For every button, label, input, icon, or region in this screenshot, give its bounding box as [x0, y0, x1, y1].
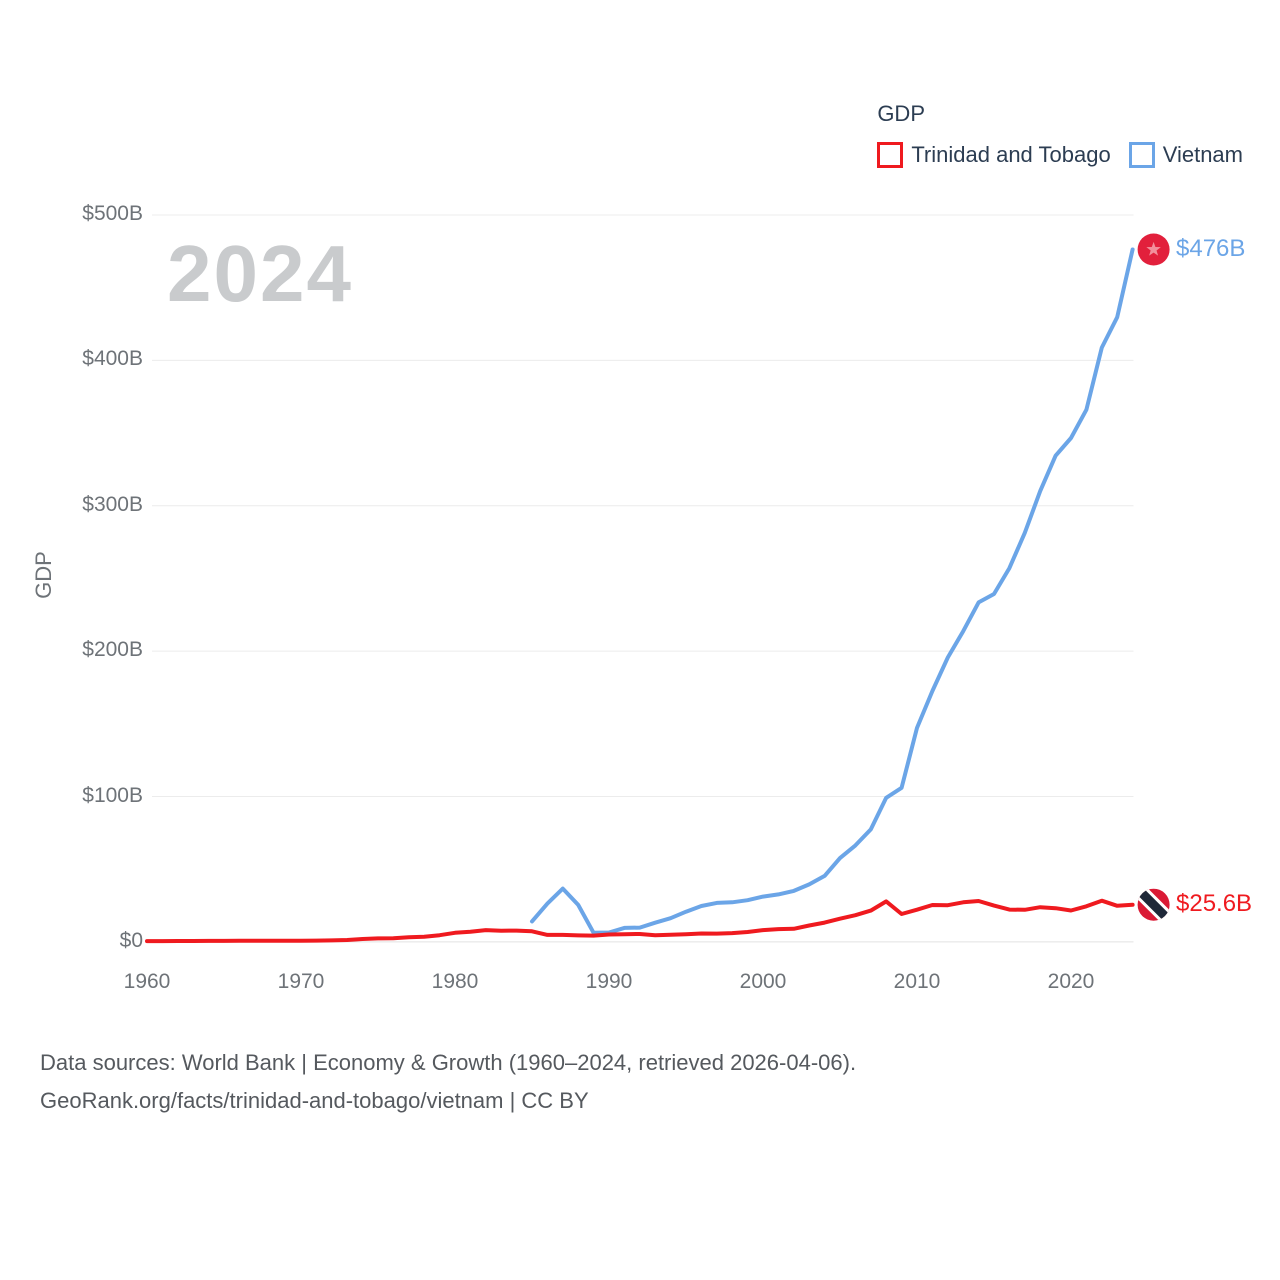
legend-label-trinidad: Trinidad and Tobago	[911, 142, 1111, 167]
x-tick-label: 1990	[585, 970, 633, 993]
y-tick-label: $300B	[82, 492, 143, 516]
legend: GDP Trinidad and Tobago Vietnam	[877, 101, 1243, 168]
data-source-note: Data sources: World Bank | Economy & Gro…	[40, 1044, 856, 1120]
year-watermark: 2024	[167, 229, 353, 318]
source-line-2: GeoRank.org/facts/trinidad-and-tobago/vi…	[40, 1088, 589, 1113]
vietnam-legend-swatch-icon	[1128, 142, 1155, 168]
vietnam-flag-icon	[1137, 233, 1170, 266]
line-trinidad-and-tobago	[145, 898, 1135, 944]
trinidad-legend-swatch-icon	[877, 142, 904, 168]
x-tick-label: 2020	[1047, 970, 1095, 993]
legend-label-vietnam: Vietnam	[1162, 142, 1243, 167]
y-axis-title: GDP	[31, 551, 56, 599]
x-tick-label: 1980	[431, 970, 479, 993]
y-tick-label: $200B	[82, 638, 143, 662]
x-tick-label: 2010	[893, 970, 941, 993]
x-tick-label: 1960	[123, 970, 171, 993]
trinidad-and-tobago-flag-icon	[1132, 883, 1176, 927]
x-tick-label: 1970	[277, 970, 325, 993]
y-tick-label: $0	[119, 928, 143, 952]
legend-title: GDP	[877, 101, 925, 126]
legend-item-vietnam[interactable]: Vietnam	[1128, 142, 1243, 168]
legend-row: Trinidad and Tobago Vietnam	[877, 142, 1243, 168]
legend-item-trinidad-and-tobago[interactable]: Trinidad and Tobago	[877, 142, 1111, 168]
y-tick-label: $100B	[82, 783, 143, 807]
vietnam-end-value-label: $476B	[1176, 235, 1246, 262]
gdp-line-chart	[145, 214, 1176, 944]
y-tick-label: $400B	[82, 347, 143, 371]
line-vietnam	[530, 247, 1135, 935]
y-tick-label: $500B	[82, 202, 143, 225]
source-line-1: Data sources: World Bank | Economy & Gro…	[40, 1050, 857, 1075]
trinidad-end-value-label: $25.6B	[1176, 890, 1253, 917]
x-tick-label: 2000	[739, 970, 787, 993]
